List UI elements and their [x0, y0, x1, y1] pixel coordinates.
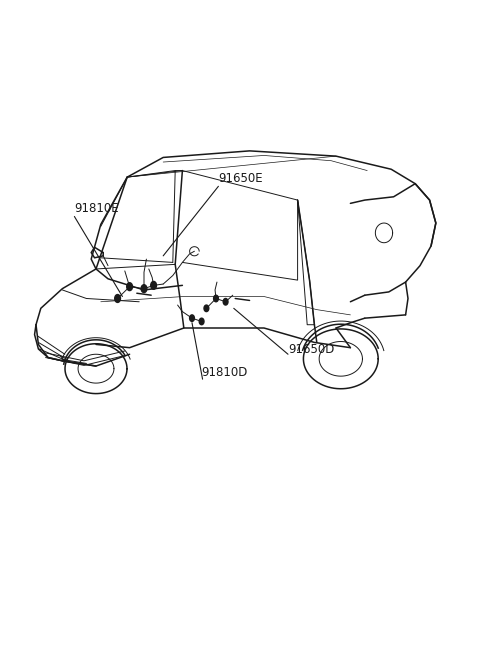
Circle shape	[127, 283, 132, 291]
Circle shape	[151, 281, 156, 289]
Circle shape	[115, 295, 120, 302]
Circle shape	[199, 318, 204, 325]
Text: 91650D: 91650D	[288, 342, 335, 356]
Circle shape	[141, 285, 147, 293]
Text: 91650E: 91650E	[218, 172, 263, 185]
Circle shape	[214, 295, 218, 302]
Circle shape	[223, 298, 228, 305]
Circle shape	[204, 305, 209, 312]
Text: 91810D: 91810D	[202, 366, 248, 379]
Circle shape	[190, 315, 194, 321]
Text: 91810E: 91810E	[74, 202, 119, 215]
